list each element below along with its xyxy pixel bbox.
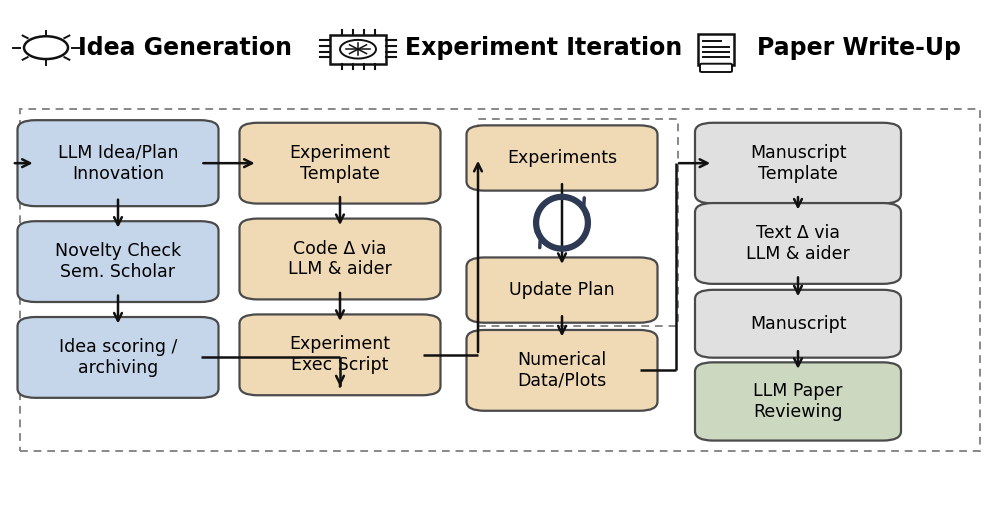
FancyBboxPatch shape <box>240 219 440 299</box>
FancyBboxPatch shape <box>698 34 734 65</box>
Text: Experiments: Experiments <box>507 149 617 167</box>
FancyBboxPatch shape <box>240 123 440 204</box>
Text: Experiment Iteration: Experiment Iteration <box>405 36 682 60</box>
FancyBboxPatch shape <box>466 125 658 191</box>
FancyBboxPatch shape <box>330 35 386 64</box>
Text: Manuscript: Manuscript <box>750 315 846 333</box>
FancyBboxPatch shape <box>17 120 218 206</box>
Text: LLM Paper
Reviewing: LLM Paper Reviewing <box>753 382 843 421</box>
Text: Manuscript
Template: Manuscript Template <box>750 144 846 182</box>
Text: Idea Generation: Idea Generation <box>78 36 292 60</box>
FancyBboxPatch shape <box>466 330 658 411</box>
FancyBboxPatch shape <box>17 317 218 398</box>
Text: Text Δ via
LLM & aider: Text Δ via LLM & aider <box>746 224 850 263</box>
Text: Code Δ via
LLM & aider: Code Δ via LLM & aider <box>288 240 392 278</box>
Text: Experiment
Exec Script: Experiment Exec Script <box>290 336 390 374</box>
FancyBboxPatch shape <box>695 123 901 204</box>
FancyBboxPatch shape <box>240 314 440 395</box>
Text: Experiment
Template: Experiment Template <box>290 144 390 182</box>
FancyBboxPatch shape <box>695 363 901 440</box>
FancyBboxPatch shape <box>17 221 218 302</box>
FancyBboxPatch shape <box>695 203 901 284</box>
Text: Numerical
Data/Plots: Numerical Data/Plots <box>517 351 607 390</box>
Text: Novelty Check
Sem. Scholar: Novelty Check Sem. Scholar <box>55 242 181 281</box>
FancyBboxPatch shape <box>695 290 901 357</box>
FancyBboxPatch shape <box>466 257 658 323</box>
Text: LLM Idea/Plan
Innovation: LLM Idea/Plan Innovation <box>58 144 178 182</box>
Text: Update Plan: Update Plan <box>509 281 615 299</box>
Bar <box>20 109 980 451</box>
FancyBboxPatch shape <box>700 64 732 72</box>
Text: Paper Write-Up: Paper Write-Up <box>757 36 961 60</box>
Bar <box>478 119 678 326</box>
Text: Idea scoring /
archiving: Idea scoring / archiving <box>59 338 177 377</box>
